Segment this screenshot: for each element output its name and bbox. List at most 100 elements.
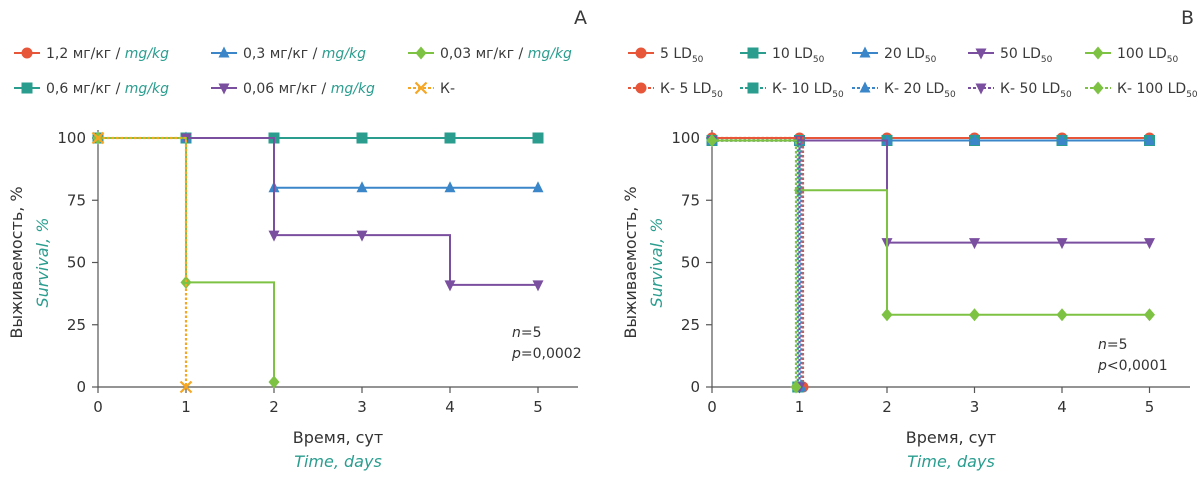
- legend-item: 0,06 мг/кг / mg/kg: [211, 81, 375, 97]
- x-tick-label: 5: [533, 398, 543, 416]
- data-point: [881, 308, 893, 322]
- series-line: [98, 137, 538, 189]
- legend-label: 100 LD50: [1117, 46, 1178, 65]
- legend-label: К- 100 LD50: [1117, 81, 1198, 100]
- y-tick-label: 100: [57, 129, 86, 147]
- legend-marker: [21, 82, 33, 94]
- x-axis-title: Время, сут: [906, 428, 996, 447]
- x-axis-title-en: Time, days: [907, 452, 995, 471]
- y-tick-label: 75: [67, 191, 86, 209]
- y-axis-title-en: Survival, %: [647, 218, 666, 308]
- panel-letter: A: [574, 7, 587, 29]
- data-point: [356, 230, 368, 242]
- legend-marker: [218, 46, 230, 58]
- y-axis-title: Выживаемость, %: [7, 186, 26, 338]
- series: [706, 132, 1155, 144]
- data-point: [91, 131, 105, 145]
- data-point: [532, 132, 544, 144]
- legend-item: 0,6 мг/кг / mg/kg: [14, 81, 169, 97]
- y-tick-label: 0: [690, 378, 700, 396]
- x-tick-label: 0: [707, 398, 717, 416]
- legend-item: 100 LD50: [1085, 46, 1178, 65]
- series-line: [712, 139, 798, 387]
- data-point: [444, 181, 456, 193]
- x-tick-label: 0: [93, 398, 103, 416]
- legend-marker: [859, 46, 871, 58]
- legend-marker: [1092, 81, 1104, 95]
- legend-marker: [859, 81, 871, 93]
- series: [706, 133, 1155, 145]
- x-axis-title-en: Time, days: [294, 452, 382, 471]
- legend-label: К-: [440, 81, 455, 97]
- series: [92, 133, 544, 292]
- legend-label: 10 LD50: [772, 46, 825, 65]
- x-tick-label: 3: [970, 398, 980, 416]
- x-tick-label: 1: [795, 398, 805, 416]
- legend-marker: [747, 47, 759, 59]
- legend-label: 0,3 мг/кг / mg/kg: [243, 46, 366, 62]
- x-tick-label: 5: [1145, 398, 1155, 416]
- series-line: [712, 139, 1150, 244]
- series-line: [98, 136, 188, 387]
- legend-item: К- 10 LD50: [740, 81, 844, 100]
- legend-marker: [218, 83, 230, 95]
- legend-item: 20 LD50: [852, 46, 937, 65]
- panel-a: A 1,2 мг/кг / mg/kg 0,6 мг/кг / mg/kg 0,3 м…: [7, 7, 587, 471]
- data-point: [1056, 133, 1068, 145]
- y-tick-label: 75: [681, 191, 700, 209]
- legend-label: 0,03 мг/кг / mg/kg: [440, 46, 572, 62]
- legend-marker: [747, 82, 759, 94]
- x-tick-label: 4: [1057, 398, 1067, 416]
- legend-label: К- 20 LD50: [884, 81, 956, 100]
- x-tick-label: 1: [181, 398, 191, 416]
- legend-label: 1,2 мг/кг / mg/kg: [46, 46, 169, 62]
- data-point: [790, 380, 802, 394]
- x-tick-label: 2: [269, 398, 279, 416]
- data-point: [356, 181, 368, 193]
- data-point: [179, 380, 193, 394]
- data-point: [1144, 308, 1155, 322]
- data-point: [1056, 238, 1068, 250]
- series-line: [98, 137, 538, 286]
- panel-letter: B: [1181, 7, 1194, 29]
- legend-label: К- 5 LD50: [660, 81, 723, 100]
- legend-marker: [1092, 46, 1104, 60]
- data-point: [444, 280, 456, 292]
- legend-item: 0,03 мг/кг / mg/kg: [408, 46, 572, 62]
- legend-item: 10 LD50: [740, 46, 825, 65]
- legend-label: 0,6 мг/кг / mg/kg: [46, 81, 169, 97]
- y-tick-label: 25: [67, 316, 86, 334]
- legend-marker: [975, 83, 987, 95]
- x-tick-label: 4: [445, 398, 455, 416]
- legend-label: 50 LD50: [1000, 46, 1053, 65]
- data-point: [444, 132, 456, 144]
- legend-label: К- 10 LD50: [772, 81, 844, 100]
- legend-label: 20 LD50: [884, 46, 937, 65]
- data-point: [706, 133, 718, 147]
- series-line: [712, 139, 801, 387]
- data-point: [969, 133, 980, 145]
- legend-item: 50 LD50: [968, 46, 1053, 65]
- legend-marker: [21, 47, 33, 59]
- legend-item: 1,2 мг/кг / mg/kg: [14, 46, 169, 62]
- legend-marker: [414, 81, 428, 95]
- y-axis-title: Выживаемость, %: [621, 186, 640, 338]
- legend-label: К- 50 LD50: [1000, 81, 1072, 100]
- series: [706, 134, 804, 393]
- series: [92, 131, 544, 193]
- series: [706, 133, 802, 394]
- series: [706, 133, 1155, 322]
- series-line: [98, 137, 275, 382]
- legend-marker: [415, 46, 427, 60]
- series-line: [712, 139, 803, 387]
- stat-annotation: n=5: [1098, 337, 1128, 353]
- y-tick-label: 50: [67, 254, 86, 272]
- data-point: [881, 133, 893, 145]
- legend-item: К- 20 LD50: [852, 81, 956, 100]
- x-tick-label: 3: [357, 398, 367, 416]
- panel-b: B 5 LD50 10 LD50 20 LD50 50 LD50 100 LD50 К- 5…: [621, 7, 1198, 471]
- series: [706, 133, 807, 392]
- data-point: [1056, 308, 1068, 322]
- series: [706, 135, 1155, 250]
